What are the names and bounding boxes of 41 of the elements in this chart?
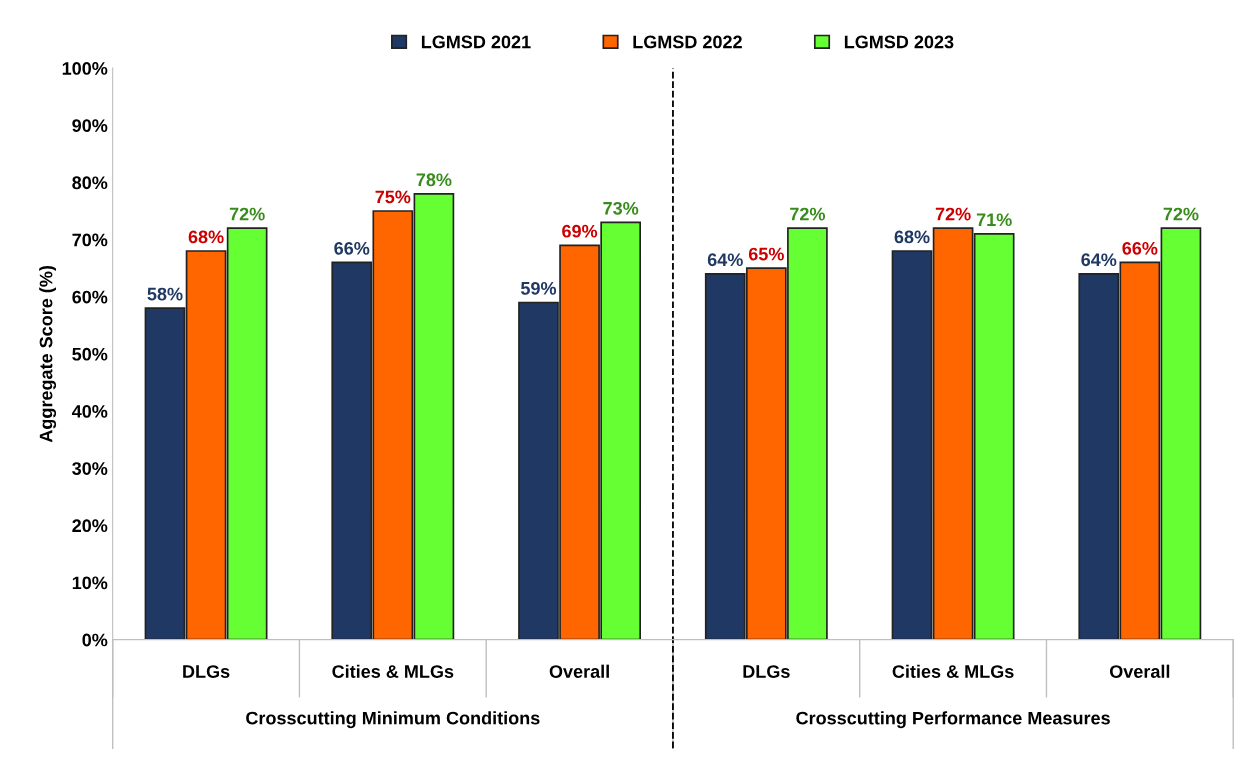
text: 78% (416, 173, 452, 187)
text: 72% (790, 207, 826, 221)
y-tick-label: 80% (72, 176, 108, 190)
legend-label: LGMSD 2021 (421, 35, 531, 49)
text: 72% (1163, 207, 1199, 221)
x-tick-label: Overall (1109, 664, 1170, 678)
x-tick-label: DLGs (743, 665, 790, 678)
text: Crosscutting Minimum Conditions (246, 711, 540, 729)
text: 72% (935, 207, 971, 221)
text: 64% (1081, 253, 1117, 267)
y-tick-label: 50% (72, 347, 108, 361)
y-tick-label: 90% (72, 119, 108, 132)
y-tick-label: 70% (72, 233, 108, 247)
y-tick-label: 10% (72, 576, 108, 590)
legend-label: LGMSD 2022 (633, 35, 742, 49)
text: 75% (375, 190, 411, 204)
text: 68% (894, 230, 930, 244)
text: 59% (520, 281, 557, 295)
text: 66% (334, 241, 370, 255)
text: 73% (603, 201, 639, 215)
text: 65% (748, 247, 784, 261)
x-tick-label: Cities & MLGs (892, 664, 1014, 678)
y-tick-label: 0% (82, 633, 108, 647)
y-tick-label: 30% (72, 462, 108, 475)
text: 64% (707, 253, 743, 267)
text: 71% (976, 213, 1012, 227)
legend-label: LGMSD 2023 (844, 35, 954, 49)
text: 66% (1122, 241, 1158, 255)
text: 69% (562, 224, 598, 238)
y-axis-title: Aggregate Score (%) (39, 266, 57, 443)
x-tick-label: Cities & MLGs (332, 664, 454, 678)
text: Crosscutting Performance Measures (796, 711, 1110, 729)
text: 68% (188, 230, 224, 244)
x-tick-label: Overall (549, 664, 609, 678)
text: 72% (229, 207, 265, 221)
x-tick-label: DLGs (183, 665, 230, 678)
y-tick-label: 100% (62, 62, 108, 75)
y-tick-label: 60% (72, 290, 108, 304)
y-tick-label: 40% (71, 404, 108, 418)
text: 58% (147, 287, 183, 301)
y-tick-label: 20% (72, 519, 108, 533)
